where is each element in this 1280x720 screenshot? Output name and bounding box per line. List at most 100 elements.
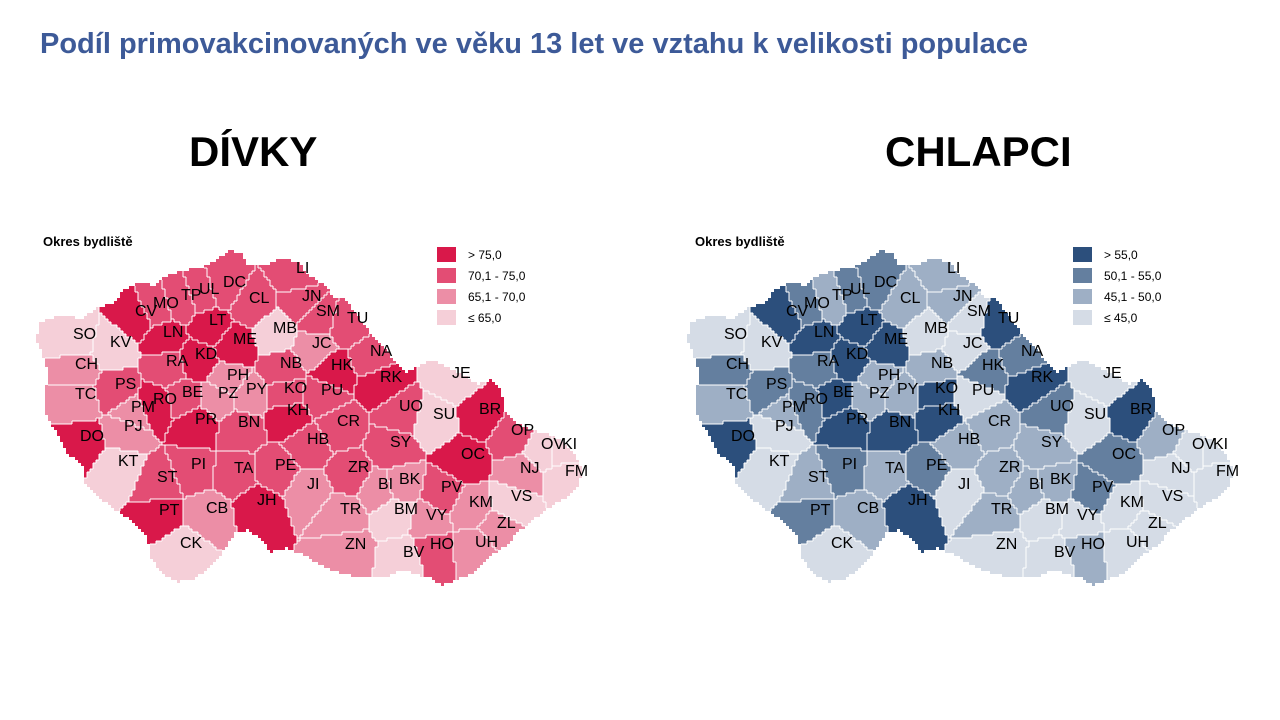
- district-code: PJ: [124, 418, 143, 435]
- district-code: NB: [931, 355, 953, 372]
- district-pr: [162, 406, 219, 451]
- district-area: [207, 361, 252, 394]
- district-area: [687, 307, 750, 358]
- district-hb: [279, 421, 333, 469]
- district-code: CV: [135, 303, 158, 320]
- district-code: HK: [331, 357, 354, 374]
- district-area: [315, 400, 369, 454]
- district-code: BK: [399, 471, 421, 488]
- district-code: PI: [191, 456, 206, 473]
- district-area: [879, 265, 927, 328]
- district-ov: [522, 430, 552, 472]
- district-area: [1038, 460, 1077, 502]
- district-area: [543, 463, 582, 508]
- district-code: CB: [857, 500, 879, 517]
- district-code: HO: [430, 536, 454, 553]
- legend-swatch: [1073, 268, 1092, 283]
- district-ps: [744, 367, 792, 415]
- district-borders: [45, 265, 579, 580]
- legend-swatch: [1073, 247, 1092, 262]
- district-area: [228, 265, 276, 328]
- district-dc: [204, 250, 255, 310]
- district-code: SY: [390, 434, 412, 451]
- district-bk: [1038, 460, 1077, 502]
- district-code: BM: [394, 501, 418, 518]
- district-pu: [303, 376, 354, 421]
- district-code: PH: [878, 367, 900, 384]
- district-code: PV: [1092, 479, 1114, 496]
- district-km: [450, 481, 492, 532]
- district-code: ZN: [996, 536, 1017, 553]
- district-cr: [966, 400, 1020, 454]
- panel-heading-divky: DÍVKY: [189, 128, 318, 175]
- district-vs: [489, 481, 546, 526]
- district-kv: [741, 313, 792, 370]
- district-code: RA: [817, 353, 840, 370]
- district-bm: [369, 499, 414, 541]
- district-area: [99, 415, 162, 454]
- district-code: KO: [935, 380, 958, 397]
- district-area: [204, 250, 255, 310]
- district-code: KV: [761, 334, 783, 351]
- district-code: JH: [908, 492, 928, 509]
- legend-swatch: [1073, 289, 1092, 304]
- district-li: [909, 259, 969, 292]
- district-area: [165, 445, 216, 499]
- district-code: FM: [1216, 463, 1239, 480]
- district-code: ST: [808, 469, 829, 486]
- district-area: [906, 349, 957, 385]
- district-pt: [771, 499, 834, 544]
- district-code: ST: [157, 469, 178, 486]
- district-ra: [138, 352, 186, 388]
- district-py: [885, 367, 918, 418]
- district-code: HO: [1081, 536, 1105, 553]
- district-area: [306, 349, 357, 394]
- district-code: RK: [1031, 369, 1054, 386]
- district-tc: [45, 385, 102, 424]
- district-area: [816, 445, 867, 499]
- district-area: [741, 313, 792, 370]
- district-code: UH: [1126, 534, 1149, 551]
- district-area: [522, 430, 552, 472]
- district-area: [696, 355, 753, 385]
- district-jh: [231, 484, 297, 553]
- district-area: [297, 493, 369, 541]
- district-code: TA: [885, 460, 905, 477]
- district-area: [84, 448, 147, 511]
- district-area: [1101, 481, 1143, 532]
- district-area: [36, 307, 99, 358]
- district-code: LT: [209, 312, 227, 329]
- district-code: TU: [347, 310, 368, 327]
- district-code: CH: [726, 356, 749, 373]
- district-code: LT: [860, 312, 878, 329]
- district-tr: [297, 493, 369, 541]
- district-code: DO: [80, 428, 104, 445]
- district-area: [942, 331, 990, 373]
- district-area: [369, 382, 423, 436]
- legend-label: > 75,0: [468, 247, 502, 262]
- legend-item: 45,1 - 50,0: [1073, 286, 1161, 307]
- district-area: [1077, 433, 1143, 484]
- district-ji: [282, 469, 333, 538]
- district-code: TC: [75, 386, 96, 403]
- district-area: [1020, 499, 1065, 541]
- district-area: [864, 451, 909, 502]
- district-code: SO: [73, 326, 96, 343]
- district-area: [294, 529, 378, 577]
- district-code: JH: [257, 492, 277, 509]
- district-mo: [135, 280, 171, 328]
- district-area: [279, 421, 333, 469]
- district-area: [162, 271, 195, 325]
- district-area: [933, 469, 984, 538]
- district-code: CL: [900, 290, 921, 307]
- district-area: [129, 445, 183, 502]
- district-area: [909, 259, 969, 292]
- district-area: [1020, 382, 1074, 436]
- district-area: [1005, 364, 1068, 412]
- legend-item: > 55,0: [1073, 244, 1161, 265]
- district-code: ME: [884, 331, 908, 348]
- district-bv: [372, 535, 423, 577]
- district-area: [234, 367, 267, 418]
- district-fm: [543, 463, 582, 508]
- legend-label: 50,1 - 55,0: [1104, 268, 1162, 283]
